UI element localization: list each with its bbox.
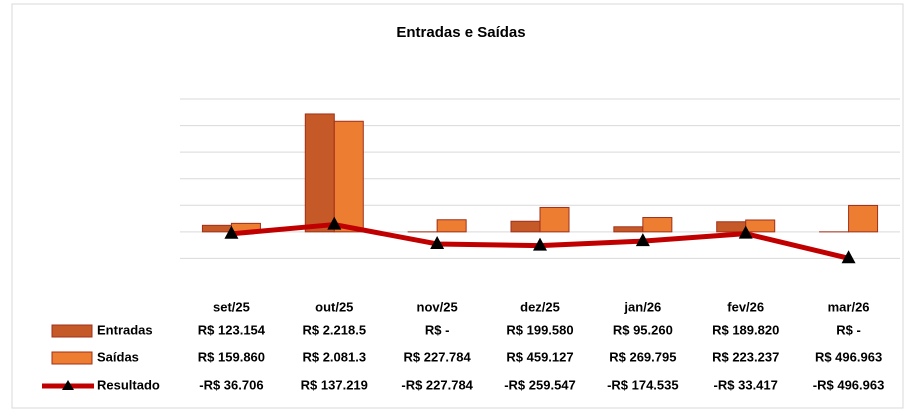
data-label: -R$ 33.417 xyxy=(714,377,778,392)
data-label: R$ 95.260 xyxy=(613,322,673,337)
x-tick-label: nov/25 xyxy=(417,299,458,314)
data-label: R$ 223.237 xyxy=(712,349,779,364)
legend-key xyxy=(52,352,92,364)
data-label: R$ 227.784 xyxy=(404,349,472,364)
data-label: -R$ 227.784 xyxy=(401,377,473,392)
bar xyxy=(202,225,231,232)
x-tick-label: out/25 xyxy=(315,299,353,314)
bar xyxy=(437,220,466,232)
data-label: R$ 2.081.3 xyxy=(302,349,366,364)
data-label: R$ 159.860 xyxy=(198,349,265,364)
data-label: R$ 199.580 xyxy=(506,322,573,337)
legend-label: Saídas xyxy=(97,349,139,364)
bar xyxy=(511,221,540,232)
data-label: R$ 459.127 xyxy=(506,349,573,364)
bar xyxy=(746,220,775,232)
data-label: R$ 2.218.5 xyxy=(302,322,366,337)
data-label: R$ 496.963 xyxy=(815,349,882,364)
data-label: R$ - xyxy=(425,322,450,337)
data-label: R$ 189.820 xyxy=(712,322,779,337)
bar xyxy=(334,121,363,232)
data-label: -R$ 36.706 xyxy=(199,377,263,392)
x-tick-label: jan/26 xyxy=(623,299,661,314)
bar xyxy=(540,207,569,231)
data-label: -R$ 496.963 xyxy=(813,377,885,392)
chart-border xyxy=(12,4,903,408)
data-label: R$ 269.795 xyxy=(609,349,676,364)
data-label: R$ - xyxy=(836,322,861,337)
data-label: R$ 137.219 xyxy=(301,377,368,392)
legend-key xyxy=(52,325,92,337)
data-label: -R$ 174.535 xyxy=(607,377,679,392)
bar xyxy=(305,114,334,232)
x-tick-label: mar/26 xyxy=(828,299,870,314)
chart-title: Entradas e Saídas xyxy=(396,24,525,41)
legend-label: Entradas xyxy=(97,322,153,337)
x-tick-label: fev/26 xyxy=(727,299,764,314)
legend-label: Resultado xyxy=(97,377,160,392)
data-label: -R$ 259.547 xyxy=(504,377,576,392)
bar xyxy=(643,218,672,232)
bar xyxy=(717,222,746,232)
data-label: R$ 123.154 xyxy=(198,322,266,337)
x-tick-label: dez/25 xyxy=(520,299,560,314)
bar xyxy=(614,227,643,232)
bar xyxy=(849,205,878,231)
x-tick-label: set/25 xyxy=(213,299,250,314)
